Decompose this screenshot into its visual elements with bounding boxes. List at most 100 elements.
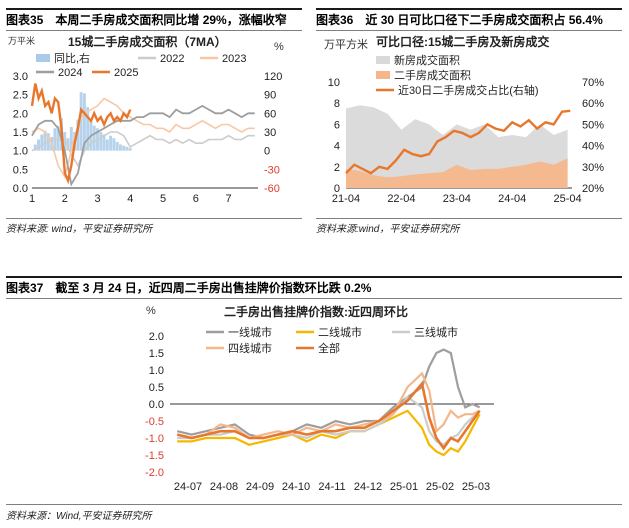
x-tick-label: 5 (160, 193, 166, 205)
y2-tick-label: 70% (582, 77, 604, 89)
yoy-bar (109, 135, 113, 151)
legend-tier2-label: 二线城市 (318, 325, 362, 339)
chart35-plot: 万平米 15城二手房成交面积（7MA） % 0.0 0.5 1.0 1.5 2.0 2.5 3.0… (8, 34, 284, 205)
chart37-title: 截至 3 月 24 日，近四周二手房出售挂牌价指数环比跌 0.2% (55, 281, 372, 295)
y2-tick-label: -60 (264, 183, 280, 195)
legend-resale-swatch (376, 71, 390, 79)
chart35-source: 资料来源: wind，平安证券研究所 (6, 224, 153, 235)
y-tick-label: 1.5 (13, 127, 28, 139)
y-tick-label: 6 (334, 119, 340, 131)
y-tick-label: 0.5 (13, 164, 28, 176)
y-tick-label: 2.5 (13, 90, 28, 102)
y2-tick-label: 40% (582, 141, 604, 153)
resale-area (346, 158, 568, 188)
y-tick-label: 1.0 (13, 146, 28, 158)
share-line (345, 109, 571, 175)
y-axis-unit: % (146, 305, 156, 317)
legend-yoy-swatch (36, 54, 50, 62)
x-tick-label: 22-04 (387, 193, 415, 205)
legend-tier1-label: 一线城市 (228, 325, 272, 339)
yoy-bar (122, 145, 126, 151)
y-tick-label: 4 (334, 141, 340, 153)
series-2022-line (31, 131, 255, 168)
chart37-header: 图表37 截至 3 月 24 日，近四周二手房出售挂牌价指数环比跌 0.2% (6, 276, 622, 299)
yoy-bar (66, 138, 70, 151)
legend-tier4-label: 四线城市 (228, 341, 272, 355)
chart36-header: 图表36 近 30 日可比口径下二手房成交面积占 56.4% (316, 8, 622, 31)
yoy-bar (69, 127, 73, 151)
chart37-tag: 图表37 (6, 281, 44, 295)
yoy-bar (118, 144, 122, 151)
y-tick-label: 0.0 (13, 183, 28, 195)
yoy-bar (33, 144, 37, 151)
y-tick-label: -1.0 (145, 433, 164, 445)
yoy-bar (115, 141, 119, 151)
y2-tick-label: 120 (264, 71, 282, 83)
legend-yoy-label: 同比,右 (54, 51, 90, 65)
legend-all-label: 全部 (318, 341, 340, 355)
yoy-bar (56, 125, 60, 151)
y2-tick-label: 60% (582, 98, 604, 110)
x-tick-label: 25-03 (462, 481, 490, 493)
y2-tick-label: 30 (264, 127, 276, 139)
chart36-plot: 万平方米 可比口径:15城二手房及新房成交 0 2 4 6 8 10 70% 60% 50% 40% 3… (324, 34, 604, 205)
x-tick-label: 7 (225, 193, 231, 205)
chart35-header: 图表35 本周二手房成交面积同比增 29%，涨幅收窄 (6, 8, 302, 31)
legend-share-label: 近30日二手房成交占比(右轴) (398, 83, 539, 97)
x-tick-label: 24-11 (318, 481, 345, 493)
x-tick-label: 25-01 (390, 481, 418, 493)
y2-tick-label: 90 (264, 90, 276, 102)
y-tick-label: -0.5 (145, 416, 164, 428)
series-全部-line (176, 380, 481, 451)
y-tick-label: 0.0 (149, 399, 164, 411)
y-tick-label: 0 (334, 183, 340, 195)
yoy-bar (37, 139, 41, 151)
series-2023-line (31, 97, 255, 179)
yoy-bar (40, 134, 44, 151)
yoy-bar (82, 93, 86, 151)
y2-tick-label: 50% (582, 119, 604, 131)
yoy-bar (43, 130, 47, 151)
y2-tick-label: -30 (264, 164, 280, 176)
chart-title: 15城二手房成交面积（7MA） (68, 34, 227, 49)
chart36-source: 资料来源:wind，平安证券研究所 (316, 224, 460, 235)
y-tick-label: 1.0 (149, 365, 164, 377)
y2-tick-label: 60 (264, 108, 276, 120)
series-2025-line (30, 83, 132, 185)
series-一线城市-line (176, 348, 481, 440)
legend-new-home-swatch (376, 56, 390, 64)
yoy-bar (125, 146, 129, 151)
y-tick-label: 3.0 (13, 71, 28, 83)
left-axis-unit: 万平米 (8, 35, 35, 46)
x-tick-label: 24-08 (210, 481, 238, 493)
x-tick-label: 4 (127, 193, 133, 205)
yoy-bar (92, 125, 96, 151)
chart-title: 二手房出售挂牌价指数:近四周环比 (224, 304, 408, 319)
yoy-bar (105, 139, 109, 151)
legend-tier3-label: 三线城市 (414, 325, 458, 339)
x-tick-label: 3 (94, 193, 100, 205)
yoy-bar (112, 138, 116, 151)
x-tick-label: 24-12 (354, 481, 382, 493)
y2-tick-label: 20% (582, 183, 604, 195)
y-tick-label: 10 (328, 77, 340, 89)
legend-new-home-label: 新房成交面积 (394, 53, 460, 67)
x-tick-label: 23-04 (443, 193, 471, 205)
yoy-bar (86, 107, 90, 151)
x-tick-label: 24-07 (174, 481, 202, 493)
y-tick-label: -2.0 (145, 467, 164, 479)
chart37-source: 资料来源：Wind,平安证券研究所 (6, 511, 152, 522)
chart35-title: 本周二手房成交面积同比增 29%，涨幅收窄 (55, 13, 287, 27)
yoy-bar (128, 148, 132, 151)
x-tick-label: 24-09 (246, 481, 274, 493)
yoy-bar (79, 92, 83, 151)
chart36-title: 近 30 日可比口径下二手房成交面积占 56.4% (365, 13, 603, 27)
chart36-tag: 图表36 (316, 13, 354, 27)
y-tick-label: 2.0 (13, 108, 28, 120)
x-tick-label: 24-04 (498, 193, 526, 205)
legend-2025-label: 2025 (114, 67, 138, 79)
legend-2022-label: 2022 (160, 53, 184, 65)
chart-title: 可比口径:15城二手房及新房成交 (376, 34, 549, 49)
right-axis-unit: % (274, 41, 284, 53)
y-tick-label: 2.0 (149, 331, 164, 343)
